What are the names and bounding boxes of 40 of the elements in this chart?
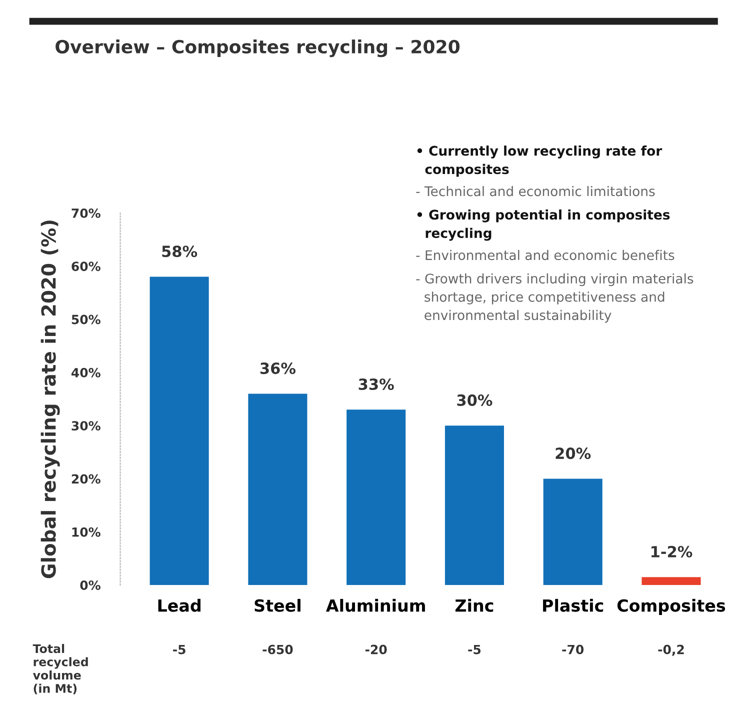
x-tick-label: Lead	[158, 598, 200, 612]
y-tick-label: 10%	[72, 527, 100, 537]
data-label: 30%	[457, 394, 492, 406]
text: -5	[173, 644, 186, 654]
y-tick-label: 60%	[72, 262, 100, 272]
y-axis-title: Global recycling rate in 2020 (%)	[40, 220, 60, 578]
y-tick-label: 50%	[72, 314, 100, 324]
bar	[444, 426, 504, 586]
annotation: • Growing potential in composites recycling	[417, 209, 670, 241]
text: -650	[262, 644, 293, 654]
bar	[346, 410, 406, 586]
bar	[642, 577, 701, 586]
y-tick-label: 0%	[80, 580, 100, 590]
y-tick-label: 70%	[72, 208, 100, 218]
x-tick-label: Composites	[617, 598, 726, 616]
text: -70	[562, 644, 584, 654]
text: • Currently low recycling rate for composites	[417, 146, 662, 177]
chart-title: Overview – Composites recycling – 2020	[56, 40, 460, 58]
annotation: - Growth drivers including virgin materials shortage, price competitiveness and environmental sustainability	[416, 273, 694, 323]
x-tick-label: Zinc	[455, 598, 494, 612]
bar	[248, 394, 308, 586]
data-label: 1-2%	[652, 546, 692, 558]
data-label: 20%	[556, 448, 591, 460]
text: -20	[365, 644, 387, 654]
text: Total recycled volume (in Mt)	[32, 644, 88, 694]
y-tick-label: 40%	[71, 368, 100, 378]
data-label: 58%	[162, 246, 198, 258]
data-label: 36%	[260, 362, 296, 374]
x-tick-label: Aluminium	[326, 598, 425, 612]
x-tick-label: Plastic	[543, 598, 604, 612]
text: -0,2	[658, 644, 684, 656]
text: - Technical and economic limitations	[416, 186, 655, 196]
x-tick-label: Steel	[254, 598, 300, 612]
y-tick-label: 30%	[72, 421, 100, 431]
bar	[543, 478, 602, 586]
text: -5	[468, 644, 481, 654]
annotation: - Environmental and economic benefits	[416, 250, 674, 260]
bar	[150, 276, 209, 586]
data-label: 33%	[358, 378, 394, 390]
y-tick-label: 20%	[72, 474, 100, 484]
